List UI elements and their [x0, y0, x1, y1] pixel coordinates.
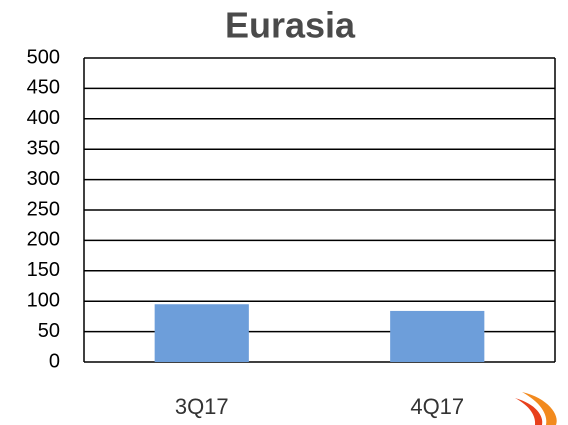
x-tick-label: 4Q17 [410, 394, 464, 419]
bar [154, 304, 249, 362]
y-tick-label: 450 [27, 77, 60, 99]
y-tick-label: 400 [27, 107, 60, 129]
y-tick-label: 100 [27, 289, 60, 311]
y-tick-label: 50 [38, 320, 60, 342]
y-tick-label: 250 [27, 198, 60, 220]
bar [390, 310, 485, 362]
y-tick-label: 200 [27, 229, 60, 251]
y-tick-label: 500 [27, 46, 60, 68]
x-tick-label: 3Q17 [175, 394, 229, 419]
chart-title: Eurasia [225, 5, 356, 46]
y-tick-label: 300 [27, 168, 60, 190]
y-tick-label: 0 [49, 350, 60, 372]
logo [515, 392, 557, 425]
y-tick-label: 350 [27, 137, 60, 159]
y-tick-label: 150 [27, 259, 60, 281]
